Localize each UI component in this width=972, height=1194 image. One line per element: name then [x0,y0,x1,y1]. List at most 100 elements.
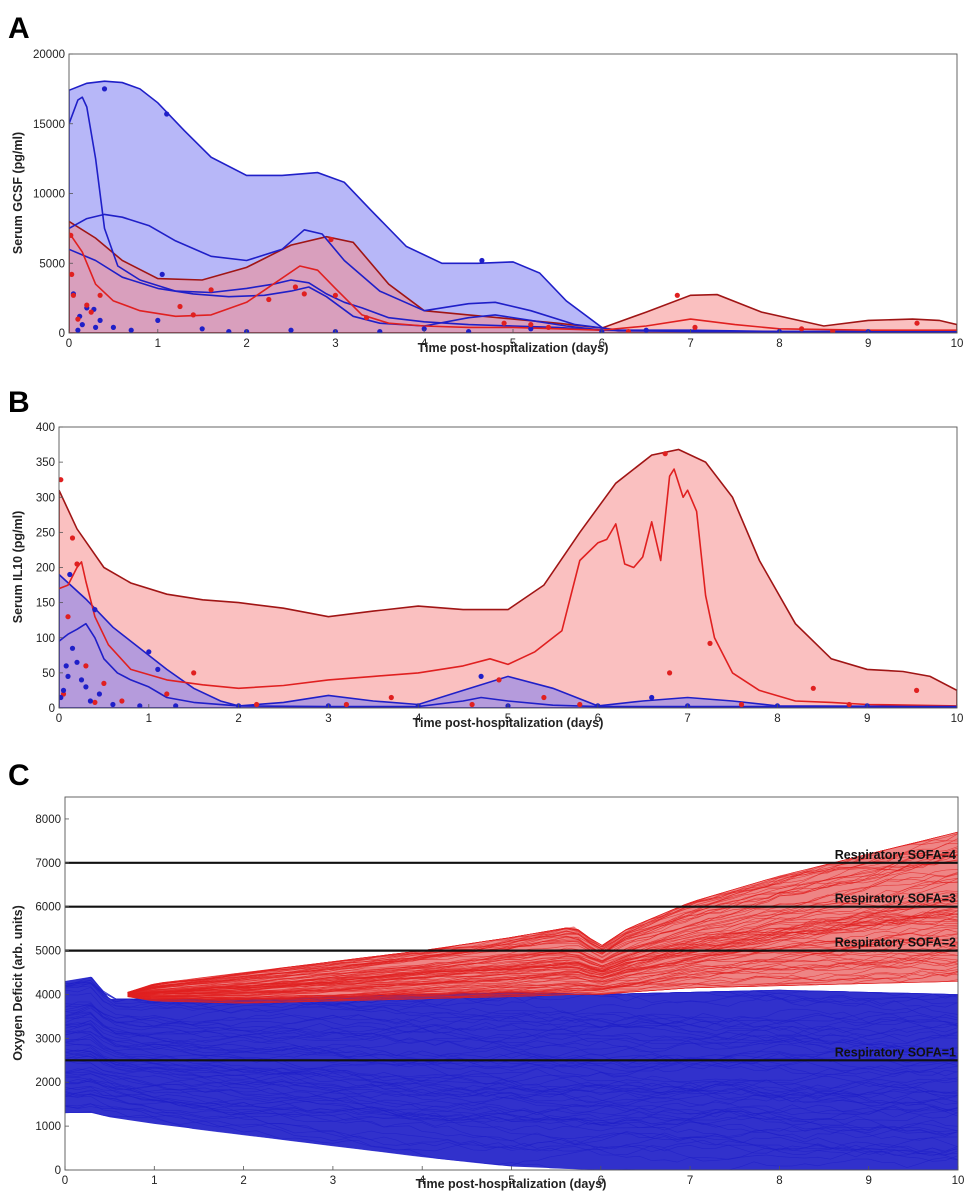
red-data-point [707,640,713,647]
x-tick-label: 3 [332,338,338,350]
red-data-point [674,292,680,298]
blue-data-point [199,326,205,332]
blue-data-point [92,607,98,613]
blue-trajectory [65,1011,958,1056]
red-data-point [469,701,475,708]
blue-data-point [83,684,89,690]
red-trajectory [127,922,958,995]
x-tick-label: 6 [595,713,601,725]
red-data-point [541,694,547,701]
blue-trajectory [65,1066,958,1107]
red-data-point [69,271,75,277]
panel-c-x-axis-title: Time post-hospitalization (days) [416,1177,607,1191]
red-data-point [190,312,196,318]
y-tick-label: 3000 [35,1033,61,1045]
x-tick-label: 1 [155,338,161,350]
y-tick-label: 0 [55,1165,61,1177]
blue-trajectory [65,1055,958,1122]
blue-data-point [155,666,161,673]
blue-data-point [226,329,232,333]
blue-trajectory [65,982,958,1014]
blue-trajectory [65,1031,958,1088]
red-data-point [830,329,836,333]
blue-trajectory [65,1085,958,1158]
x-tick-label: 4 [419,1175,426,1187]
red-trajectory [127,913,958,996]
blue-data-point [96,691,102,697]
panel-b-y-axis-title: Serum IL10 (pg/ml) [11,511,25,624]
y-tick-label: 400 [36,422,55,434]
red-trajectory [127,838,958,994]
x-tick-label: 7 [684,713,690,725]
x-tick-label: 6 [598,1175,604,1187]
blue-data-point [60,687,67,694]
red-trajectory [127,878,958,994]
red-data-point [69,232,74,238]
blue-trajectory [65,982,958,1024]
panel-c-letter: C [8,759,30,792]
x-tick-label: 4 [421,338,428,350]
red-data-point [59,477,64,483]
red-data-point [810,685,816,691]
x-tick-label: 1 [146,713,152,725]
y-tick-label: 350 [36,457,55,469]
red-data-point [496,677,502,683]
blue-trajectory [65,1076,958,1134]
blue-data-point [87,698,93,704]
blue-data-point [65,673,71,680]
x-tick-label: 0 [56,713,62,725]
blue-trajectory [65,1090,958,1160]
panel-a-x-axis-title: Time post-hospitalization (days) [418,341,609,355]
blue-data-point [159,271,165,277]
blue-data-point [288,327,294,333]
y-tick-label: 100 [36,633,55,645]
y-tick-label: 7000 [35,858,61,870]
blue-trajectory [65,1020,958,1064]
red-trajectory [127,831,958,993]
blue-trajectory [65,1071,958,1117]
blue-trajectory [65,1005,958,1033]
blue-trajectory [65,1003,958,1053]
y-tick-label: 2000 [35,1077,61,1089]
y-tick-label: 200 [36,563,55,575]
panel-c-y-axis-title: Oxygen Deficit (arb. units) [11,905,25,1061]
blue-trajectory [65,1022,958,1070]
x-tick-label: 1 [151,1175,157,1187]
blue-trajectory [65,1068,958,1104]
blue-data-point [97,317,103,323]
red-data-point [328,236,334,243]
panel-a-axes: 0 1 2 3 4 5 6 7 8 9 10 0 5000 10000 15000 20000 [33,49,963,350]
blue-trajectory [65,1026,958,1082]
y-tick-label: 4000 [35,989,61,1001]
blue-data-point [128,327,134,333]
x-tick-label: 5 [508,1175,514,1187]
y-tick-label: 300 [36,492,55,504]
blue-mean-line [59,622,957,708]
red-data-point [97,292,103,298]
red-data-point [577,701,583,708]
red-data-point [65,614,71,620]
panel-b-x-axis-title: Time post-hospitalization (days) [413,716,604,730]
sofa-threshold-label: Respiratory SOFA=1 [835,1045,956,1059]
red-data-point [332,292,338,298]
blue-trajectory [65,1072,958,1113]
blue-trajectory [65,1001,958,1041]
panel-b-plot-area [59,448,957,708]
panel-c-axes: 0 1 2 3 4 5 6 7 8 9 10 0 1000 2000 3000 4000 5000 6000 700… [35,814,964,1187]
red-data-point [70,292,76,298]
blue-data-point [74,659,80,665]
red-data-point [388,694,394,701]
x-tick-label: 7 [687,1175,693,1187]
red-data-point [164,691,170,697]
blue-trajectory [65,992,958,1031]
sofa-threshold-label: Respiratory SOFA=3 [835,892,956,906]
red-data-point [914,320,920,326]
red-trajectory [127,895,958,995]
red-data-point [84,302,90,308]
red-trajectory [127,938,958,999]
blue-trajectory [65,1054,958,1096]
red-data-point [343,701,349,708]
y-tick-label: 0 [59,328,65,340]
